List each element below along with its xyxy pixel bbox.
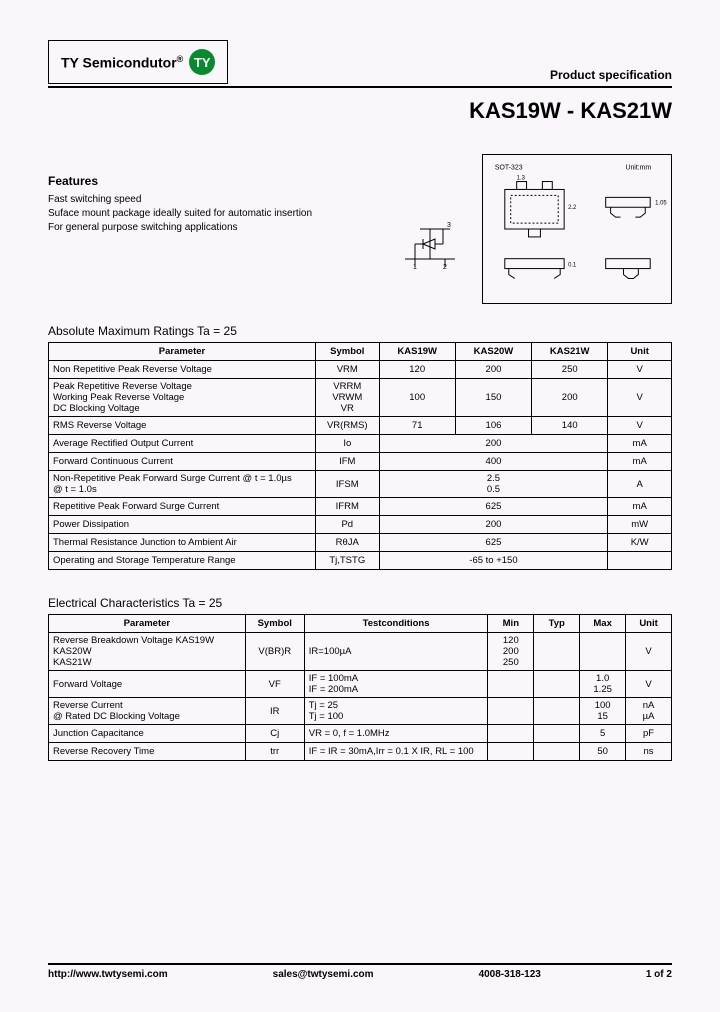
brand-name: TY Semicondutor® xyxy=(61,54,183,71)
col-symbol: Symbol xyxy=(316,343,380,361)
col-testcond: Testconditions xyxy=(304,615,488,633)
footer-url: http://www.twtysemi.com xyxy=(48,969,168,980)
col-k19: KAS19W xyxy=(379,343,455,361)
part-number-title: KAS19W - KAS21W xyxy=(48,98,672,124)
electrical-char-table: Parameter Symbol Testconditions Min Typ … xyxy=(48,614,672,761)
col-k20: KAS20W xyxy=(455,343,531,361)
table-row: Operating and Storage Temperature RangeT… xyxy=(49,552,672,570)
table-row: RMS Reverse VoltageVR(RMS)71106140V xyxy=(49,417,672,435)
schematic-symbol-icon: 1 2 3 xyxy=(390,214,470,274)
svg-text:1.3: 1.3 xyxy=(517,176,526,182)
svg-text:2: 2 xyxy=(443,264,447,269)
table-row: Thermal Resistance Junction to Ambient A… xyxy=(49,534,672,552)
col-min: Min xyxy=(488,615,534,633)
table-row: Non-Repetitive Peak Forward Surge Curren… xyxy=(49,471,672,498)
table-row: Reverse Recovery TimetrrIF = IR = 30mA,I… xyxy=(49,743,672,761)
pkg-unit: Unit:mm xyxy=(625,165,651,172)
package-drawing: SOT-323 Unit:mm 1.3 2.2 1.05 0.1 xyxy=(482,154,672,304)
table-header-row: Parameter Symbol KAS19W KAS20W KAS21W Un… xyxy=(49,343,672,361)
svg-text:0.1: 0.1 xyxy=(568,263,576,269)
table-row: Junction CapacitanceCjVR = 0, f = 1.0MHz… xyxy=(49,725,672,743)
table-header-row: Parameter Symbol Testconditions Min Typ … xyxy=(49,615,672,633)
table-row: Reverse Current @ Rated DC Blocking Volt… xyxy=(49,698,672,725)
table2-title: Electrical Characteristics Ta = 25 xyxy=(48,596,672,610)
col-unit: Unit xyxy=(626,615,672,633)
table-row: Forward VoltageVFIF = 100mA IF = 200mA1.… xyxy=(49,671,672,698)
table-row: Average Rectified Output CurrentIo200mA xyxy=(49,435,672,453)
header-rule xyxy=(48,86,672,88)
table-row: Peak Repetitive Reverse Voltage Working … xyxy=(49,379,672,417)
feature-line: Fast switching speed xyxy=(48,194,378,205)
footer-email: sales@twtysemi.com xyxy=(273,969,374,980)
col-parameter: Parameter xyxy=(49,343,316,361)
col-parameter: Parameter xyxy=(49,615,246,633)
table-row: Power DissipationPd200mW xyxy=(49,516,672,534)
col-typ: Typ xyxy=(534,615,580,633)
footer-phone: 4008-318-123 xyxy=(479,969,541,980)
brand-box: TY Semicondutor® TY xyxy=(48,40,228,84)
features-section: Features Fast switching speed Suface mou… xyxy=(48,154,378,236)
col-unit: Unit xyxy=(608,343,672,361)
svg-text:1.05: 1.05 xyxy=(655,200,667,206)
table-row: Non Repetitive Peak Reverse VoltageVRM12… xyxy=(49,361,672,379)
features-heading: Features xyxy=(48,174,378,188)
page-footer: http://www.twtysemi.com sales@twtysemi.c… xyxy=(48,963,672,980)
col-symbol: Symbol xyxy=(245,615,304,633)
table1-title: Absolute Maximum Ratings Ta = 25 xyxy=(48,324,672,338)
table-row: Repetitive Peak Forward Surge CurrentIFR… xyxy=(49,498,672,516)
table-row: Reverse Breakdown Voltage KAS19W KAS20W … xyxy=(49,633,672,671)
brand-logo-icon: TY xyxy=(189,49,215,75)
pkg-label: SOT-323 xyxy=(495,165,523,172)
table-row: Forward Continuous CurrentIFM400mA xyxy=(49,453,672,471)
abs-max-ratings-table: Parameter Symbol KAS19W KAS20W KAS21W Un… xyxy=(48,342,672,570)
feature-line: Suface mount package ideally suited for … xyxy=(48,208,378,219)
svg-text:2.2: 2.2 xyxy=(568,205,576,211)
svg-text:3: 3 xyxy=(447,222,451,229)
feature-line: For general purpose switching applicatio… xyxy=(48,222,378,233)
col-max: Max xyxy=(580,615,626,633)
svg-text:1: 1 xyxy=(413,264,417,269)
footer-page: 1 of 2 xyxy=(646,969,672,980)
col-k21: KAS21W xyxy=(532,343,608,361)
